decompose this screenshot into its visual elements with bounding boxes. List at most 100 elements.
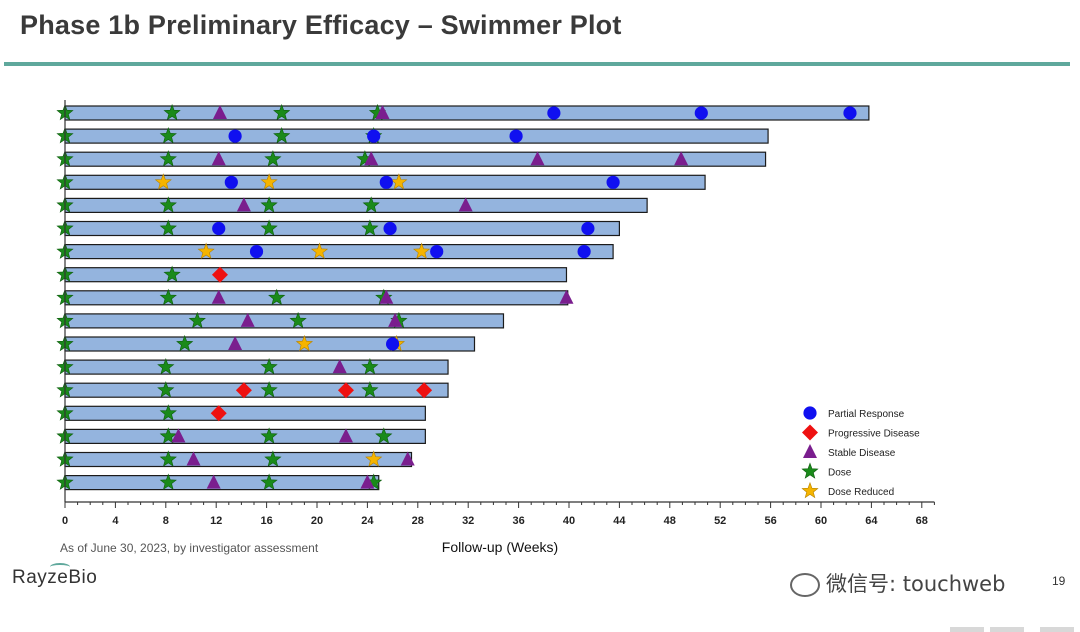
dose-marker <box>260 427 278 444</box>
dose-marker <box>159 404 177 421</box>
dose-marker <box>163 103 181 121</box>
wechat-icon <box>790 573 820 597</box>
patient-bar <box>64 428 426 444</box>
sd-marker <box>228 336 243 350</box>
page-title: Phase 1b Preliminary Efficacy – Swimmer … <box>20 10 622 40</box>
dose-marker <box>260 473 278 490</box>
dose-reduced-marker <box>390 173 408 190</box>
x-tick-label: 32 <box>462 515 474 527</box>
x-tick-label: 20 <box>311 515 323 527</box>
x-tick-label: 16 <box>260 515 272 527</box>
dose-marker <box>176 334 194 352</box>
sd-marker <box>559 289 574 304</box>
dose-marker <box>268 288 286 306</box>
x-tick-label: 12 <box>210 515 222 527</box>
pd-marker <box>416 382 433 399</box>
dose-marker <box>157 381 175 398</box>
dose-marker <box>159 219 177 236</box>
x-tick-label: 0 <box>62 515 68 527</box>
x-tick-label: 36 <box>512 515 524 527</box>
x-tick-label: 24 <box>361 515 374 527</box>
x-tick-label: 52 <box>714 515 726 527</box>
dose-marker <box>362 196 380 213</box>
legend-sd-symbol <box>803 444 817 458</box>
dose-marker <box>159 427 177 444</box>
dose-marker <box>159 150 177 167</box>
pr-marker <box>367 129 381 143</box>
x-tick-label: 64 <box>865 515 878 527</box>
pr-marker <box>430 245 444 259</box>
patient-bar <box>64 336 476 352</box>
legend-dose-symbol <box>801 462 819 479</box>
x-tick-label: 4 <box>112 515 119 527</box>
nav-tab[interactable] <box>990 627 1024 632</box>
sd-marker <box>400 451 415 466</box>
pr-marker <box>212 221 226 236</box>
pr-marker <box>843 106 857 120</box>
nav-tab[interactable] <box>950 627 984 632</box>
sd-marker <box>530 151 545 166</box>
legend-label: Dose <box>828 468 852 479</box>
sd-marker <box>212 105 227 119</box>
watermark: 微信号: touchweb <box>790 568 1005 598</box>
dose-marker <box>375 427 393 444</box>
sd-marker <box>360 474 375 489</box>
sd-marker <box>171 428 186 443</box>
dose-marker <box>264 150 282 167</box>
dose-marker <box>289 311 307 329</box>
sd-marker <box>388 312 403 327</box>
dose-reduced-marker <box>197 242 215 259</box>
pd-marker <box>211 266 228 283</box>
patient-bar <box>64 105 870 121</box>
page-number: 19 <box>1052 574 1066 588</box>
legend-dose-reduced-symbol <box>801 481 819 499</box>
x-tick-label: 60 <box>815 515 827 527</box>
pd-marker <box>337 382 354 399</box>
dose-marker <box>264 450 282 467</box>
pr-marker <box>228 129 242 143</box>
sd-marker <box>375 105 390 119</box>
dose-marker <box>273 103 291 121</box>
dose-reduced-marker <box>260 173 278 190</box>
dose-marker <box>260 381 278 398</box>
dose-marker <box>157 358 175 375</box>
dose-marker <box>159 127 177 144</box>
dose-marker <box>260 196 278 213</box>
sd-marker <box>211 151 226 166</box>
dose-marker <box>188 311 206 329</box>
pr-marker <box>386 337 400 351</box>
patient-bar <box>64 313 505 329</box>
x-tick-label: 68 <box>916 515 928 527</box>
nav-tab[interactable] <box>1040 627 1074 632</box>
sd-marker <box>379 289 394 304</box>
pr-marker <box>606 175 620 189</box>
patient-bar <box>64 290 569 306</box>
dose-reduced-marker <box>295 334 314 352</box>
company-logo: RayzeBio <box>12 563 97 589</box>
dose-marker <box>260 219 278 236</box>
pr-marker <box>249 245 264 259</box>
x-tick-label: 56 <box>764 515 776 527</box>
dose-reduced-marker <box>412 242 431 259</box>
pr-marker <box>547 106 561 120</box>
legend-label: Progressive Disease <box>828 429 920 440</box>
pr-marker <box>581 221 595 236</box>
dose-reduced-marker <box>310 242 329 259</box>
patient-bar <box>64 359 449 375</box>
dose-marker <box>159 288 177 306</box>
patient-bar <box>64 475 380 491</box>
pr-marker <box>379 175 393 189</box>
pr-marker <box>224 175 238 189</box>
sd-marker <box>458 197 473 212</box>
patient-bar <box>64 451 413 468</box>
patient-bar <box>64 244 614 260</box>
pr-marker <box>694 106 708 120</box>
sd-marker <box>236 197 251 212</box>
dose-reduced-marker <box>365 450 383 467</box>
legend-label: Partial Response <box>828 409 905 420</box>
pr-marker <box>509 129 523 143</box>
patient-bar <box>64 405 426 421</box>
dose-marker <box>273 127 291 144</box>
dose-marker <box>159 196 177 213</box>
footnote: As of June 30, 2023, by investigator ass… <box>60 541 319 555</box>
